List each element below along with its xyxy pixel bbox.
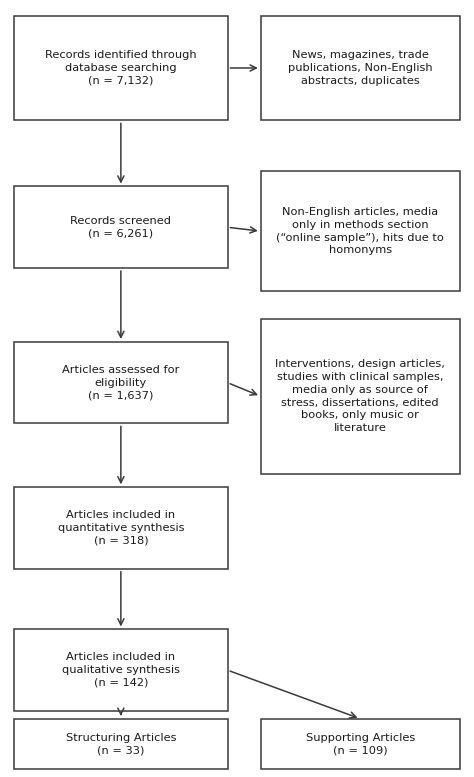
FancyBboxPatch shape xyxy=(14,186,228,268)
Text: Structuring Articles
(n = 33): Structuring Articles (n = 33) xyxy=(65,733,176,755)
FancyBboxPatch shape xyxy=(261,16,460,120)
Text: Records screened
(n = 6,261): Records screened (n = 6,261) xyxy=(70,216,172,239)
Text: Non-English articles, media
only in methods section
(“online sample”), hits due : Non-English articles, media only in meth… xyxy=(276,207,444,256)
FancyBboxPatch shape xyxy=(14,487,228,569)
FancyBboxPatch shape xyxy=(14,16,228,120)
Text: Interventions, design articles,
studies with clinical samples,
media only as sou: Interventions, design articles, studies … xyxy=(275,359,445,434)
Text: Articles assessed for
eligibility
(n = 1,637): Articles assessed for eligibility (n = 1… xyxy=(62,365,180,400)
FancyBboxPatch shape xyxy=(261,319,460,474)
FancyBboxPatch shape xyxy=(14,629,228,711)
Text: Articles included in
qualitative synthesis
(n = 142): Articles included in qualitative synthes… xyxy=(62,653,180,688)
FancyBboxPatch shape xyxy=(14,342,228,423)
FancyBboxPatch shape xyxy=(261,171,460,291)
Text: Supporting Articles
(n = 109): Supporting Articles (n = 109) xyxy=(306,733,415,755)
Text: News, magazines, trade
publications, Non-English
abstracts, duplicates: News, magazines, trade publications, Non… xyxy=(288,51,433,85)
FancyBboxPatch shape xyxy=(261,719,460,769)
Text: Articles included in
quantitative synthesis
(n = 318): Articles included in quantitative synthe… xyxy=(58,510,184,545)
FancyBboxPatch shape xyxy=(14,719,228,769)
Text: Records identified through
database searching
(n = 7,132): Records identified through database sear… xyxy=(45,51,197,85)
